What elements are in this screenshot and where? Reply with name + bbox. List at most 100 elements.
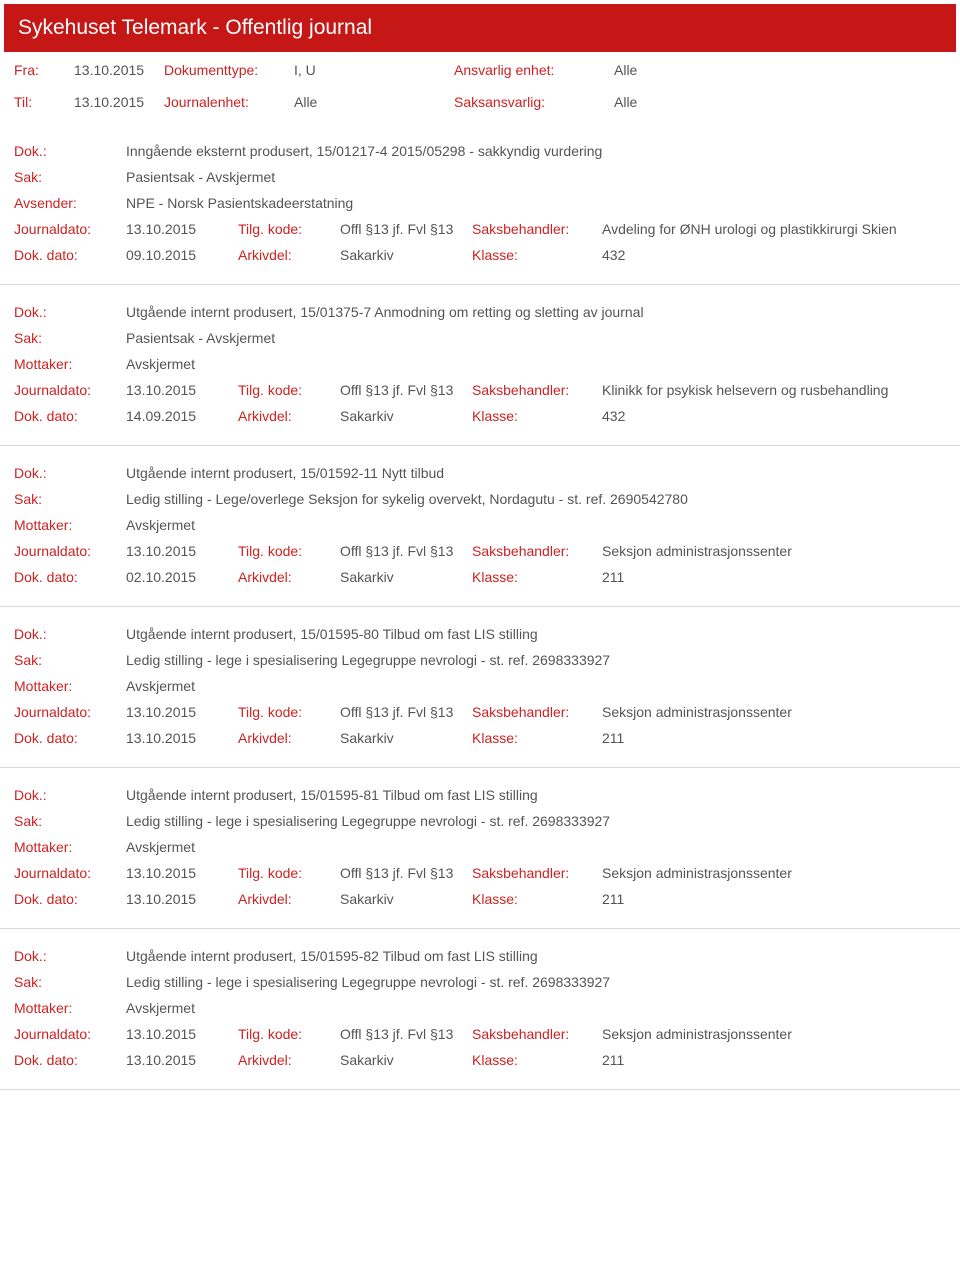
arkivdel-label: Arkivdel: [238, 247, 340, 263]
saksbehandler-label: Saksbehandler: [472, 221, 602, 237]
sak-label: Sak: [14, 652, 126, 668]
dok-value: Utgående internt produsert, 15/01592-11 … [126, 465, 444, 481]
doktype-value: I, U [294, 62, 316, 78]
sak-value: Ledig stilling - lege i spesialisering L… [126, 974, 610, 990]
tilgkode-value: Offl §13 jf. Fvl §13 [340, 1026, 472, 1042]
sak-value: Ledig stilling - Lege/overlege Seksjon f… [126, 491, 688, 507]
dokdato-value: 13.10.2015 [126, 730, 238, 746]
party-value: NPE - Norsk Pasientskadeerstatning [126, 195, 353, 211]
klasse-value: 211 [602, 569, 946, 585]
arkivdel-label: Arkivdel: [238, 891, 340, 907]
arkivdel-label: Arkivdel: [238, 408, 340, 424]
dok-value: Utgående internt produsert, 15/01595-82 … [126, 948, 538, 964]
journal-entry: Dok.:Utgående internt produsert, 15/0159… [0, 929, 960, 1090]
arkivdel-value: Sakarkiv [340, 1052, 472, 1068]
tilgkode-value: Offl §13 jf. Fvl §13 [340, 382, 472, 398]
sak-label: Sak: [14, 491, 126, 507]
saksbehandler-value: Klinikk for psykisk helsevern og rusbeha… [602, 382, 946, 398]
page-title: Sykehuset Telemark - Offentlig journal [4, 4, 956, 52]
arkivdel-value: Sakarkiv [340, 569, 472, 585]
arkivdel-value: Sakarkiv [340, 891, 472, 907]
arkivdel-label: Arkivdel: [238, 730, 340, 746]
journaldato-value: 13.10.2015 [126, 543, 238, 559]
party-value: Avskjermet [126, 839, 195, 855]
sak-value: Pasientsak - Avskjermet [126, 330, 275, 346]
arkivdel-value: Sakarkiv [340, 247, 472, 263]
arkivdel-label: Arkivdel: [238, 569, 340, 585]
saksbehandler-label: Saksbehandler: [472, 382, 602, 398]
ansvarlig-value: Alle [614, 62, 637, 78]
saksbehandler-value: Seksjon administrasjonssenter [602, 704, 946, 720]
til-label: Til: [14, 94, 74, 110]
dokdato-label: Dok. dato: [14, 408, 126, 424]
journal-entry: Dok.:Utgående internt produsert, 15/0159… [0, 768, 960, 929]
tilgkode-value: Offl §13 jf. Fvl §13 [340, 221, 472, 237]
dokdato-label: Dok. dato: [14, 247, 126, 263]
dokdato-label: Dok. dato: [14, 730, 126, 746]
journal-entry: Dok.:Utgående internt produsert, 15/0159… [0, 446, 960, 607]
dok-label: Dok.: [14, 626, 126, 642]
klasse-value: 211 [602, 891, 946, 907]
tilgkode-label: Tilg. kode: [238, 221, 340, 237]
dokdato-value: 13.10.2015 [126, 891, 238, 907]
saksbehandler-value: Seksjon administrasjonssenter [602, 865, 946, 881]
dokdato-label: Dok. dato: [14, 569, 126, 585]
journalenhet-label: Journalenhet: [164, 94, 294, 110]
saksbehandler-label: Saksbehandler: [472, 1026, 602, 1042]
sak-label: Sak: [14, 169, 126, 185]
saksansvarlig-value: Alle [614, 94, 637, 110]
sak-value: Ledig stilling - lege i spesialisering L… [126, 813, 610, 829]
journal-entry: Dok.:Utgående internt produsert, 15/0137… [0, 285, 960, 446]
journaldato-label: Journaldato: [14, 221, 126, 237]
party-label: Mottaker: [14, 517, 126, 533]
dokdato-value: 13.10.2015 [126, 1052, 238, 1068]
journaldato-value: 13.10.2015 [126, 1026, 238, 1042]
journal-entry: Dok.:Inngående eksternt produsert, 15/01… [0, 124, 960, 285]
sak-label: Sak: [14, 813, 126, 829]
journaldato-label: Journaldato: [14, 382, 126, 398]
journaldato-label: Journaldato: [14, 704, 126, 720]
dok-label: Dok.: [14, 143, 126, 159]
party-label: Avsender: [14, 195, 126, 211]
journaldato-value: 13.10.2015 [126, 382, 238, 398]
journaldato-label: Journaldato: [14, 1026, 126, 1042]
dok-label: Dok.: [14, 787, 126, 803]
dokdato-label: Dok. dato: [14, 891, 126, 907]
fra-label: Fra: [14, 62, 74, 78]
dok-value: Utgående internt produsert, 15/01595-81 … [126, 787, 538, 803]
sak-value: Ledig stilling - lege i spesialisering L… [126, 652, 610, 668]
tilgkode-label: Tilg. kode: [238, 865, 340, 881]
journal-entry: Dok.:Utgående internt produsert, 15/0159… [0, 607, 960, 768]
dok-label: Dok.: [14, 465, 126, 481]
tilgkode-label: Tilg. kode: [238, 543, 340, 559]
dokdato-value: 09.10.2015 [126, 247, 238, 263]
party-label: Mottaker: [14, 678, 126, 694]
saksbehandler-label: Saksbehandler: [472, 543, 602, 559]
klasse-label: Klasse: [472, 891, 602, 907]
til-value: 13.10.2015 [74, 94, 144, 110]
sak-label: Sak: [14, 330, 126, 346]
dok-label: Dok.: [14, 948, 126, 964]
arkivdel-value: Sakarkiv [340, 730, 472, 746]
sak-label: Sak: [14, 974, 126, 990]
arkivdel-value: Sakarkiv [340, 408, 472, 424]
tilgkode-label: Tilg. kode: [238, 1026, 340, 1042]
klasse-value: 211 [602, 730, 946, 746]
saksbehandler-value: Avdeling for ØNH urologi og plastikkirur… [602, 221, 946, 237]
dokdato-value: 14.09.2015 [126, 408, 238, 424]
klasse-value: 432 [602, 408, 946, 424]
klasse-label: Klasse: [472, 730, 602, 746]
tilgkode-value: Offl §13 jf. Fvl §13 [340, 543, 472, 559]
party-value: Avskjermet [126, 678, 195, 694]
journaldato-value: 13.10.2015 [126, 704, 238, 720]
tilgkode-label: Tilg. kode: [238, 382, 340, 398]
saksansvarlig-label: Saksansvarlig: [454, 94, 614, 110]
dok-value: Utgående internt produsert, 15/01375-7 A… [126, 304, 644, 320]
klasse-label: Klasse: [472, 569, 602, 585]
saksbehandler-label: Saksbehandler: [472, 704, 602, 720]
tilgkode-value: Offl §13 jf. Fvl §13 [340, 704, 472, 720]
arkivdel-label: Arkivdel: [238, 1052, 340, 1068]
party-value: Avskjermet [126, 1000, 195, 1016]
journaldato-label: Journaldato: [14, 543, 126, 559]
dok-label: Dok.: [14, 304, 126, 320]
